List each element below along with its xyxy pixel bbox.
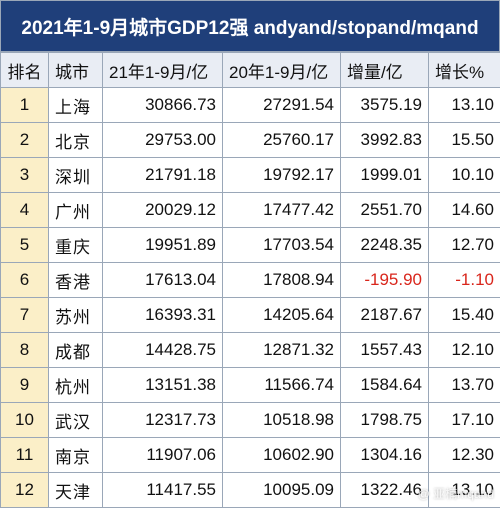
increase-cell: 2248.35 (341, 228, 429, 263)
gdp-2020-cell: 17808.94 (223, 263, 341, 298)
growth-cell: 15.50 (429, 123, 500, 158)
header-row: 排名 城市 21年1-9月/亿 20年1-9月/亿 增量/亿 增长% (1, 53, 500, 88)
growth-cell: 13.10 (429, 88, 500, 123)
increase-cell: 3992.83 (341, 123, 429, 158)
rank-cell: 2 (1, 123, 49, 158)
gdp-2020-cell: 14205.64 (223, 298, 341, 333)
gdp-2020-cell: 19792.17 (223, 158, 341, 193)
gdp-2021-cell: 16393.31 (103, 298, 223, 333)
city-cell: 苏州 (49, 298, 103, 333)
rank-cell: 6 (1, 263, 49, 298)
increase-cell: 1999.01 (341, 158, 429, 193)
city-cell: 重庆 (49, 228, 103, 263)
gdp-2021-cell: 13151.38 (103, 368, 223, 403)
gdp-2020-cell: 10518.98 (223, 403, 341, 438)
city-cell: 杭州 (49, 368, 103, 403)
rank-cell: 5 (1, 228, 49, 263)
header-gdp-2020: 20年1-9月/亿 (223, 53, 341, 88)
gdp-2021-cell: 11907.06 (103, 438, 223, 473)
city-cell: 南京 (49, 438, 103, 473)
gdp-2021-cell: 11417.55 (103, 473, 223, 508)
header-city: 城市 (49, 53, 103, 88)
growth-cell: 12.30 (429, 438, 500, 473)
growth-cell: 12.10 (429, 333, 500, 368)
gdp-2021-cell: 29753.00 (103, 123, 223, 158)
rank-cell: 3 (1, 158, 49, 193)
growth-cell: 14.60 (429, 193, 500, 228)
increase-cell: 2187.67 (341, 298, 429, 333)
rank-cell: 11 (1, 438, 49, 473)
city-cell: 上海 (49, 88, 103, 123)
watermark: @ 亚楠mqand (418, 485, 494, 502)
gdp-2020-cell: 17477.42 (223, 193, 341, 228)
increase-cell: 1798.75 (341, 403, 429, 438)
increase-cell: 1322.46 (341, 473, 429, 508)
gdp-2020-cell: 10602.90 (223, 438, 341, 473)
gdp-2021-cell: 17613.04 (103, 263, 223, 298)
increase-cell: 3575.19 (341, 88, 429, 123)
increase-cell: 1304.16 (341, 438, 429, 473)
gdp-2020-cell: 12871.32 (223, 333, 341, 368)
gdp-2020-cell: 10095.09 (223, 473, 341, 508)
city-cell: 香港 (49, 263, 103, 298)
gdp-2020-cell: 25760.17 (223, 123, 341, 158)
growth-cell: 13.70 (429, 368, 500, 403)
header-increase: 增量/亿 (341, 53, 429, 88)
rank-cell: 10 (1, 403, 49, 438)
increase-cell: 1584.64 (341, 368, 429, 403)
gdp-2021-cell: 19951.89 (103, 228, 223, 263)
gdp-2020-cell: 27291.54 (223, 88, 341, 123)
increase-cell: -195.90 (341, 263, 429, 298)
city-cell: 天津 (49, 473, 103, 508)
header-gdp-2021: 21年1-9月/亿 (103, 53, 223, 88)
rank-cell: 1 (1, 88, 49, 123)
rank-cell: 4 (1, 193, 49, 228)
gdp-2021-cell: 20029.12 (103, 193, 223, 228)
table-title: 2021年1-9月城市GDP12强 andyand/stopand/mqand (0, 0, 500, 52)
city-cell: 广州 (49, 193, 103, 228)
gdp-2021-cell: 21791.18 (103, 158, 223, 193)
rank-cell: 9 (1, 368, 49, 403)
rank-cell: 8 (1, 333, 49, 368)
increase-cell: 1557.43 (341, 333, 429, 368)
growth-cell: -1.10 (429, 263, 500, 298)
city-cell: 北京 (49, 123, 103, 158)
header-growth: 增长% (429, 53, 500, 88)
growth-cell: 12.70 (429, 228, 500, 263)
gdp-2021-cell: 12317.73 (103, 403, 223, 438)
growth-cell: 10.10 (429, 158, 500, 193)
rank-cell: 12 (1, 473, 49, 508)
header-rank: 排名 (1, 53, 49, 88)
growth-cell: 15.40 (429, 298, 500, 333)
city-cell: 成都 (49, 333, 103, 368)
gdp-2021-cell: 14428.75 (103, 333, 223, 368)
city-cell: 武汉 (49, 403, 103, 438)
rank-cell: 7 (1, 298, 49, 333)
growth-cell: 17.10 (429, 403, 500, 438)
increase-cell: 2551.70 (341, 193, 429, 228)
city-cell: 深圳 (49, 158, 103, 193)
gdp-2020-cell: 17703.54 (223, 228, 341, 263)
gdp-2020-cell: 11566.74 (223, 368, 341, 403)
gdp-2021-cell: 30866.73 (103, 88, 223, 123)
